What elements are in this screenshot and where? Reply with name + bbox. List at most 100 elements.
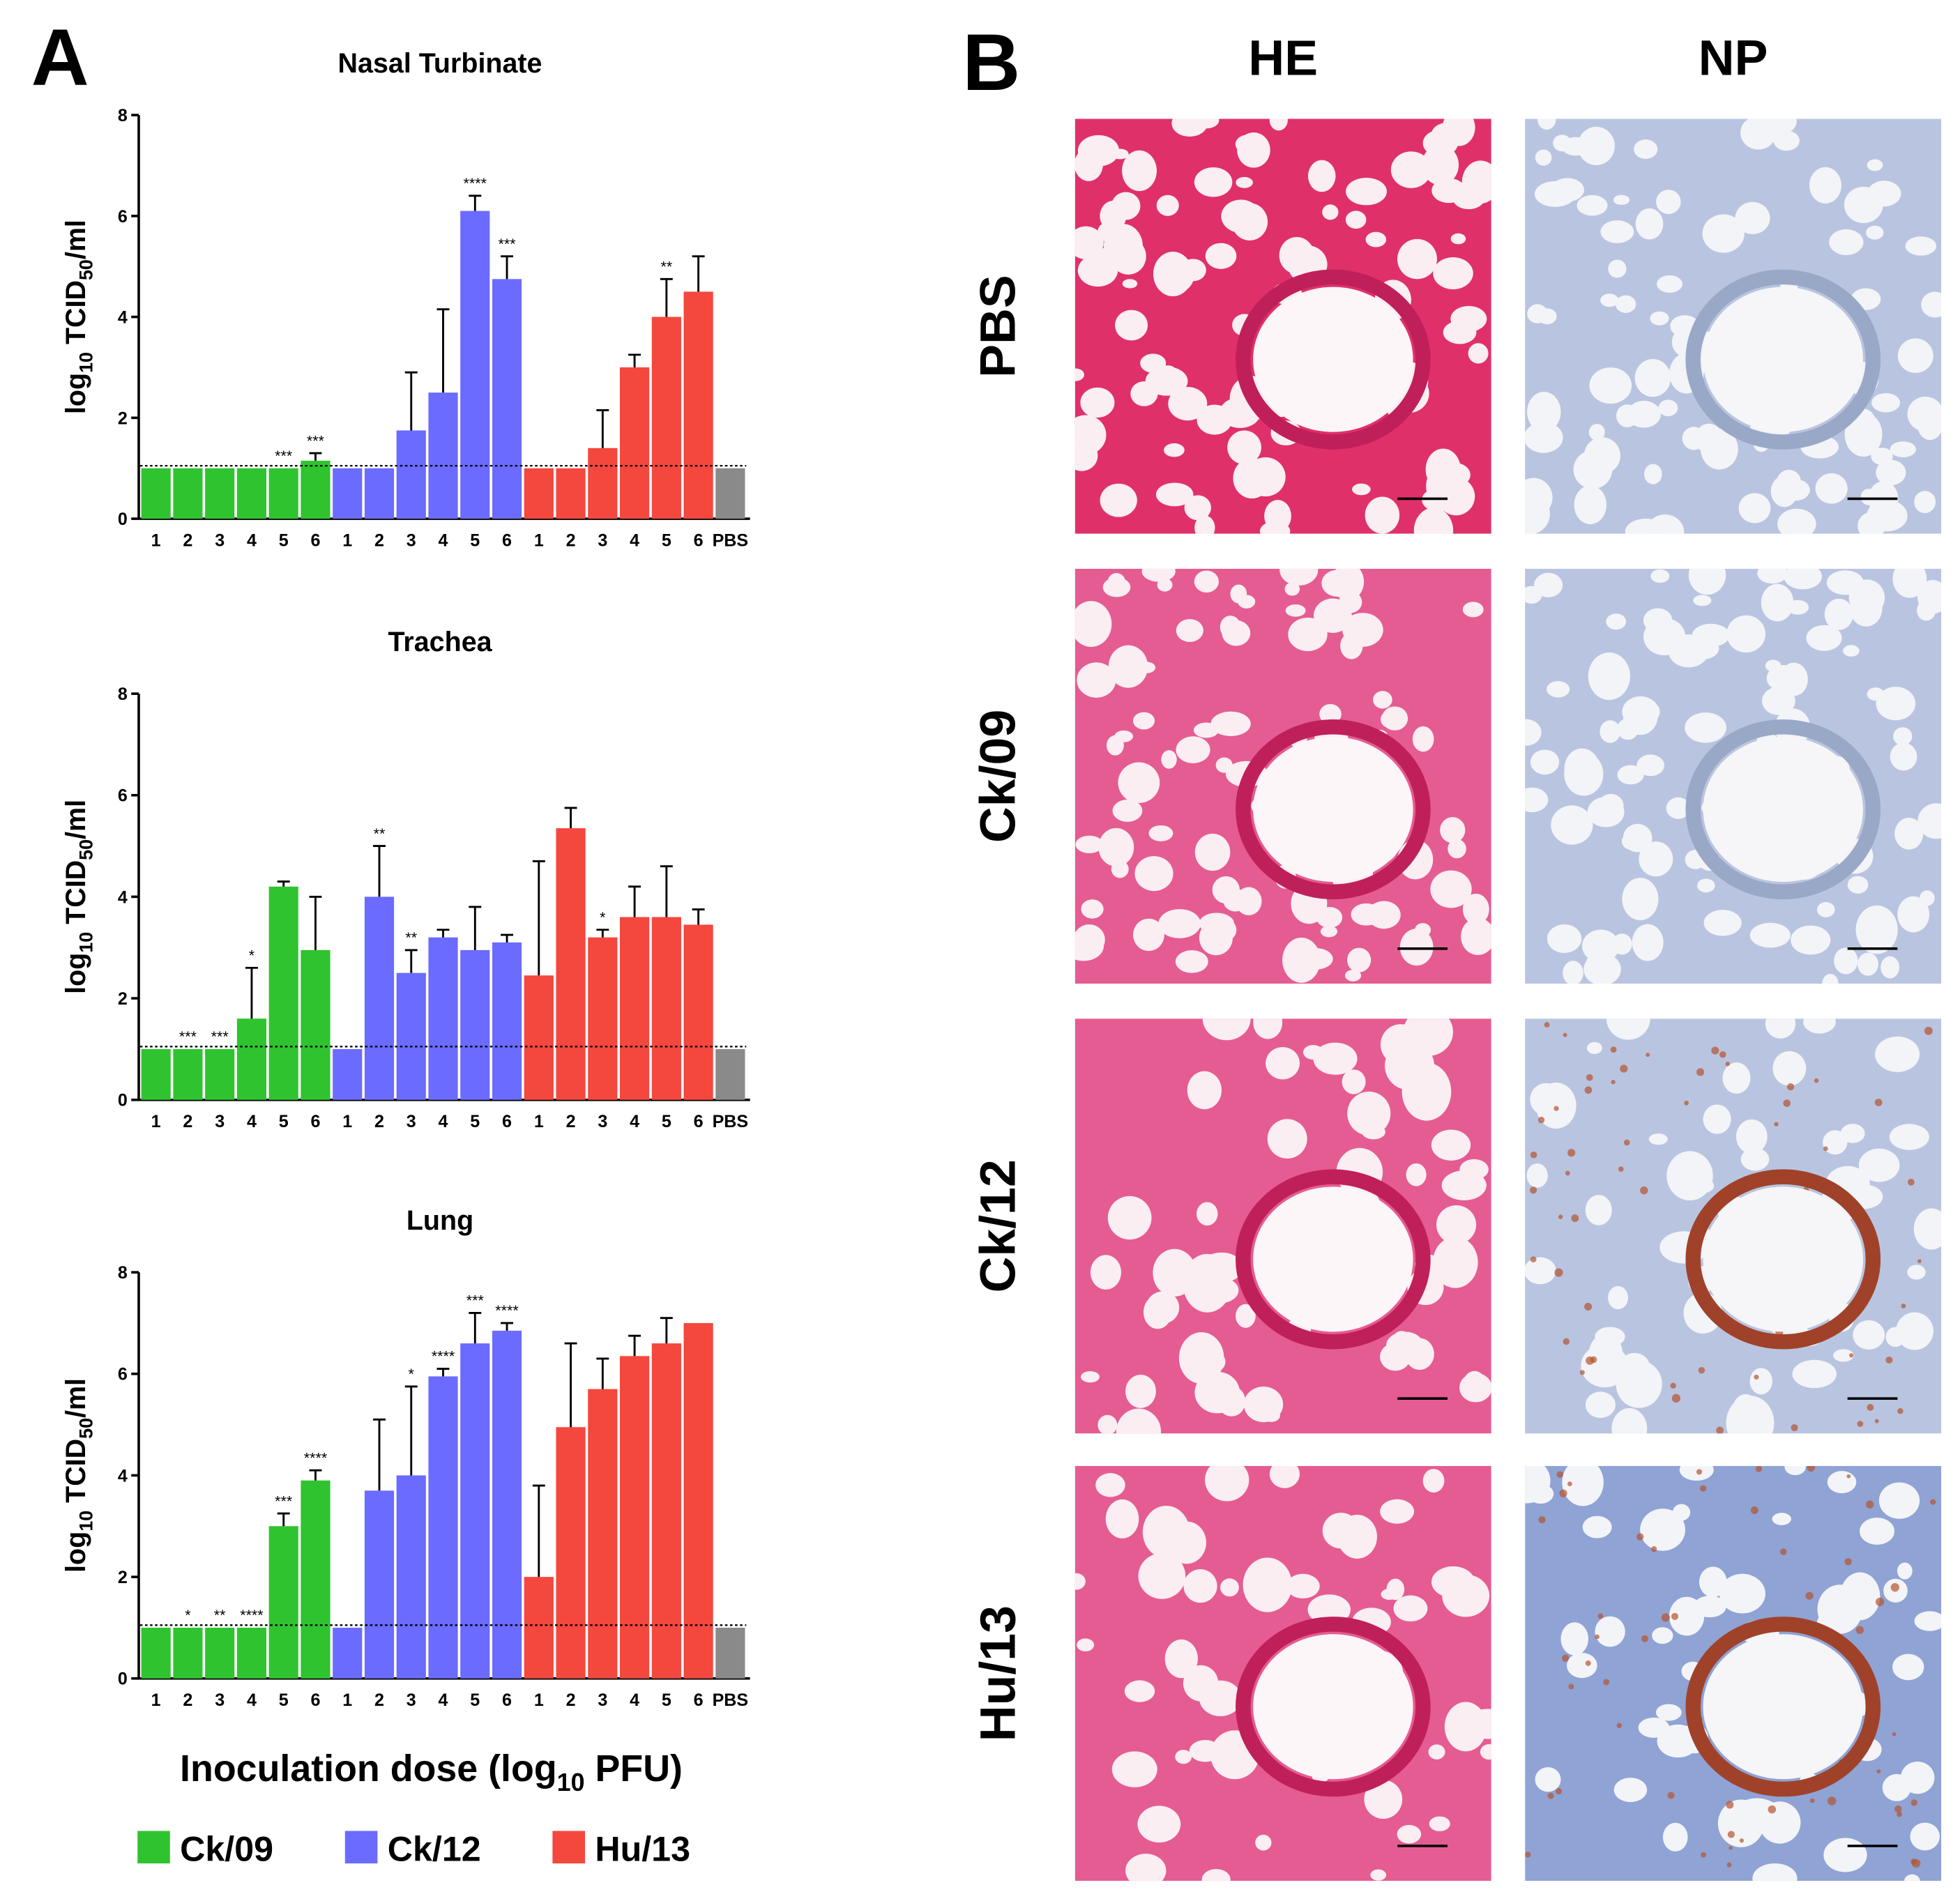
stain-dot bbox=[1640, 1186, 1648, 1195]
x-tick-label: 2 bbox=[566, 1112, 576, 1131]
bar bbox=[236, 468, 267, 519]
alveolus bbox=[1740, 1147, 1770, 1171]
stain-dot bbox=[1774, 1122, 1779, 1127]
alveolus bbox=[1535, 1766, 1561, 1792]
alveolus bbox=[1313, 1042, 1358, 1075]
bar bbox=[460, 1343, 490, 1679]
x-axis-label: Inoculation dose (log10 PFU) bbox=[180, 1748, 683, 1796]
x-tick-label: 4 bbox=[247, 1112, 257, 1131]
y-tick-label: 4 bbox=[118, 1466, 128, 1486]
alveolus bbox=[1894, 818, 1924, 850]
stain-dot bbox=[1876, 1769, 1881, 1774]
stain-dot bbox=[1885, 1356, 1893, 1364]
alveolus bbox=[1346, 947, 1372, 972]
alveolus bbox=[1194, 167, 1233, 197]
stain-dot bbox=[1641, 1635, 1649, 1642]
stain-dot bbox=[1917, 1259, 1922, 1264]
alveolus bbox=[1826, 570, 1864, 595]
alveolus bbox=[1752, 1863, 1798, 1881]
histology-image bbox=[1525, 1018, 1942, 1434]
x-tick-label: 3 bbox=[598, 1112, 607, 1131]
alveolus bbox=[1176, 736, 1210, 763]
alveolus bbox=[1230, 584, 1247, 604]
alveolus bbox=[1413, 507, 1454, 534]
alveolus bbox=[1624, 702, 1646, 722]
alveolus bbox=[1617, 718, 1639, 740]
alveolus bbox=[1809, 167, 1841, 204]
x-tick-label: 3 bbox=[598, 531, 607, 551]
y-tick-label: 0 bbox=[118, 1091, 128, 1110]
y-label-part: TCID bbox=[61, 1439, 91, 1511]
alveolus bbox=[1148, 825, 1173, 841]
alveolus bbox=[1900, 1761, 1935, 1794]
stain-dot bbox=[1857, 1421, 1864, 1427]
alveolus bbox=[1442, 1574, 1490, 1617]
stain-dot bbox=[1671, 1394, 1681, 1403]
alveolus bbox=[1450, 233, 1466, 245]
alveolus bbox=[1719, 1573, 1765, 1614]
panel-label: B bbox=[962, 18, 1020, 107]
alveolus bbox=[1702, 214, 1745, 253]
bar bbox=[301, 1480, 331, 1679]
alveolus bbox=[1461, 160, 1491, 204]
bar bbox=[173, 468, 203, 519]
airway bbox=[1253, 287, 1413, 432]
alveolus bbox=[1365, 496, 1400, 534]
alveolus bbox=[1606, 613, 1627, 630]
stain-dot bbox=[1565, 1170, 1570, 1176]
x-tick-label: 6 bbox=[502, 1690, 512, 1710]
significance-label: *** bbox=[466, 1292, 485, 1309]
alveolus bbox=[1362, 1124, 1385, 1140]
alveolus bbox=[1153, 252, 1193, 297]
stain-dot bbox=[1568, 1684, 1574, 1690]
bar bbox=[268, 1526, 298, 1679]
alveolus bbox=[1444, 1702, 1487, 1752]
y-label-part: TCID bbox=[61, 860, 91, 932]
alveolus bbox=[1110, 238, 1146, 275]
airway-wall bbox=[1236, 1169, 1431, 1350]
stain-dot bbox=[1684, 1100, 1689, 1106]
bar bbox=[236, 1627, 267, 1679]
alveolus bbox=[1635, 208, 1664, 240]
stain-dot bbox=[1719, 1051, 1726, 1058]
alveolus bbox=[1175, 950, 1208, 973]
significance-label: *** bbox=[498, 236, 516, 252]
alveolus bbox=[1583, 437, 1620, 474]
alveolus bbox=[1581, 1344, 1629, 1388]
stain-dot bbox=[1910, 1858, 1917, 1865]
alveolus bbox=[1527, 392, 1561, 432]
bar bbox=[588, 937, 618, 1100]
alveolus bbox=[1221, 199, 1261, 233]
alveolus bbox=[1547, 924, 1582, 954]
y-tick-label: 8 bbox=[118, 1263, 128, 1283]
alveolus bbox=[1205, 1466, 1249, 1502]
alveolus bbox=[1386, 1578, 1405, 1601]
alveolus bbox=[1463, 1371, 1487, 1397]
histology-image bbox=[1525, 119, 1942, 534]
significance-label: * bbox=[600, 909, 606, 926]
alveolus bbox=[1342, 1069, 1366, 1094]
stain-dot bbox=[1620, 1064, 1628, 1073]
bar bbox=[683, 1322, 713, 1679]
alveolus bbox=[1390, 151, 1431, 188]
alveolus bbox=[1175, 1750, 1192, 1764]
x-tick-label: 5 bbox=[279, 1112, 289, 1131]
stain-dot bbox=[1595, 1634, 1600, 1640]
bar bbox=[205, 1048, 235, 1100]
bar bbox=[683, 291, 713, 519]
stain-dot bbox=[1750, 1506, 1758, 1514]
row-label: PBS bbox=[971, 275, 1026, 377]
x-tick-label: 1 bbox=[151, 1690, 161, 1710]
alveolus bbox=[1105, 1499, 1139, 1539]
alveolus bbox=[1321, 570, 1353, 597]
x-tick-label: PBS bbox=[713, 531, 749, 551]
stain-dot bbox=[1671, 1612, 1679, 1620]
alveolus bbox=[1608, 259, 1627, 278]
alveolus bbox=[1155, 482, 1194, 507]
stain-dot bbox=[1558, 1214, 1563, 1219]
bar bbox=[651, 316, 681, 519]
alveolus bbox=[1897, 1562, 1913, 1580]
alveolus bbox=[1615, 295, 1636, 313]
alveolus bbox=[1380, 1343, 1411, 1371]
